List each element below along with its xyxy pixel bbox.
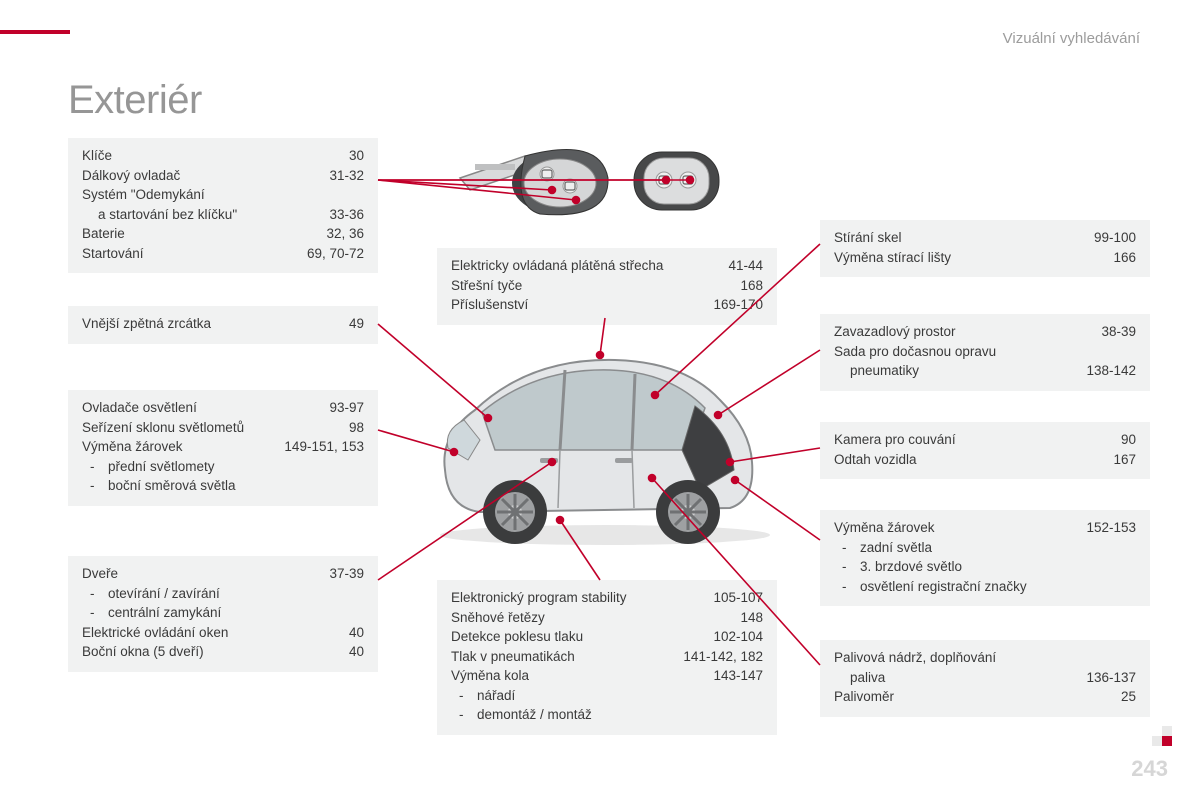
section-header: Vizuální vyhledávání: [1003, 30, 1140, 47]
page-number: 243: [1131, 756, 1168, 782]
corner-square-accent: [1162, 736, 1172, 746]
corner-square: [1152, 736, 1162, 746]
box-wipers: Stírání skel99-100 Výměna stírací lišty1…: [820, 220, 1150, 277]
box-mirrors: Vnější zpětná zrcátka49: [68, 306, 378, 344]
corner-square: [1162, 726, 1172, 736]
box-lights: Ovladače osvětlení93-97 Seřízení sklonu …: [68, 390, 378, 506]
car-illustration: [420, 340, 780, 550]
page-title: Exteriér: [68, 78, 202, 123]
box-rearlights: Výměna žárovek152-153 zadní světla 3. br…: [820, 510, 1150, 606]
box-wheels: Elektronický program stability105-107 Sn…: [437, 580, 777, 735]
box-keys: Klíče30 Dálkový ovladač31-32 Systém "Ode…: [68, 138, 378, 273]
box-camera: Kamera pro couvání90 Odtah vozidla167: [820, 422, 1150, 479]
box-fuel: Palivová nádrž, doplňování paliva136-137…: [820, 640, 1150, 717]
key-fob-illustration: [430, 128, 740, 238]
accent-bar: [0, 30, 70, 34]
box-doors: Dveře37-39 otevírání / zavírání centráln…: [68, 556, 378, 672]
box-boot: Zavazadlový prostor38-39 Sada pro dočasn…: [820, 314, 1150, 391]
box-roof: Elektricky ovládaná plátěná střecha41-44…: [437, 248, 777, 325]
